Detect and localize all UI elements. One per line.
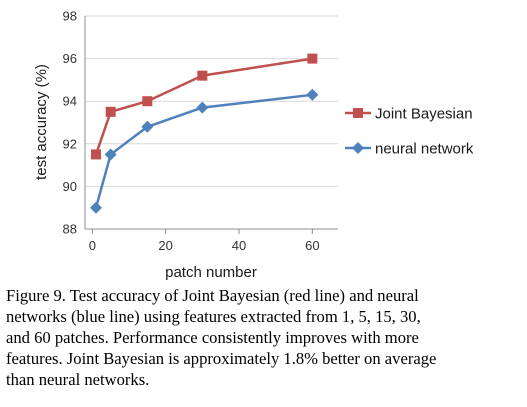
data-point-joint-bayesian — [91, 149, 101, 160]
x-tick-label: 40 — [232, 238, 246, 253]
y-tick-label: 90 — [63, 179, 77, 194]
legend-item-joint-bayesian: Joint Bayesian — [345, 106, 473, 123]
series-neural-network — [90, 88, 319, 214]
legend-marker — [353, 108, 363, 118]
series-layer — [90, 53, 319, 214]
data-point-joint-bayesian — [142, 96, 153, 107]
chart-figure: 88 90 92 94 96 98 0 20 40 60 test accuracy (%) pa… — [33, 9, 474, 282]
x-axis-title: patch number — [165, 264, 257, 281]
chart-svg: 88 90 92 94 96 98 0 20 40 60 test accuracy (%) pa… — [33, 9, 474, 282]
axis-layer: 88 90 92 94 96 98 0 20 40 60 — [63, 9, 338, 253]
legend: Joint Bayesian neural network — [345, 106, 474, 158]
x-tick-label: 20 — [158, 238, 172, 253]
y-axis-title: test accuracy (%) — [33, 64, 50, 180]
y-tick-label: 94 — [63, 94, 77, 109]
legend-label: Joint Bayesian — [375, 106, 473, 123]
y-tick-label: 88 — [63, 222, 77, 237]
data-point-joint-bayesian — [105, 106, 116, 117]
y-tick-label: 92 — [63, 136, 77, 151]
grid-layer — [85, 15, 338, 230]
y-tick-label: 96 — [63, 51, 77, 66]
data-point-joint-bayesian — [197, 70, 208, 81]
x-tick-label: 0 — [89, 238, 96, 253]
y-tick-label: 98 — [63, 9, 77, 24]
data-point-joint-bayesian — [307, 53, 318, 64]
data-point-neural-network — [196, 101, 209, 114]
data-point-neural-network — [104, 148, 117, 161]
legend-item-neural-network: neural network — [345, 141, 474, 158]
x-tick-label: 60 — [305, 238, 319, 253]
figure-caption: Figure 9. Test accuracy of Joint Bayesia… — [6, 286, 437, 389]
legend-marker — [352, 142, 364, 154]
series-joint-bayesian — [91, 53, 318, 160]
data-point-neural-network — [90, 201, 102, 214]
legend-label: neural network — [375, 141, 474, 158]
data-point-neural-network — [306, 88, 319, 101]
data-point-neural-network — [141, 120, 154, 133]
